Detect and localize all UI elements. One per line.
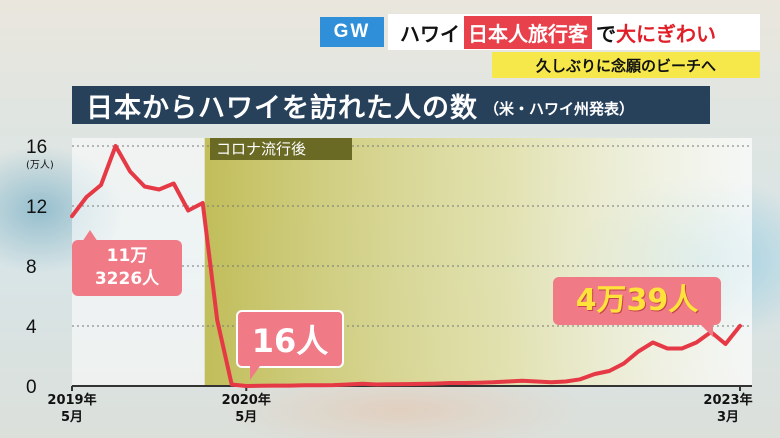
- y-axis-unit: (万人): [26, 159, 54, 171]
- data-point: [491, 380, 495, 384]
- gw-tag: GW: [320, 17, 384, 47]
- data-point: [535, 380, 539, 383]
- x-axis-ticks: 2019年 5月 2020年 5月 2023年 3月: [47, 386, 753, 425]
- callout-latest-value: 4万39人: [553, 277, 721, 337]
- data-point: [215, 318, 219, 322]
- data-point: [636, 350, 640, 353]
- data-point: [433, 382, 437, 386]
- data-point: [331, 383, 335, 387]
- x-tick-month: 3月: [717, 410, 739, 425]
- data-point: [230, 383, 234, 386]
- data-point: [360, 382, 364, 386]
- data-point: [549, 380, 553, 384]
- data-point: [506, 380, 510, 383]
- x-tick-year: 2019年: [47, 392, 96, 408]
- data-point: [520, 379, 524, 383]
- x-tick-year: 2020年: [222, 392, 271, 408]
- callout-first-value: 11万 3226人: [72, 230, 182, 296]
- corona-region-label: コロナ流行後: [210, 138, 352, 160]
- data-point: [607, 369, 611, 373]
- data-point: [346, 383, 350, 386]
- data-point: [477, 381, 481, 385]
- data-point: [128, 170, 132, 173]
- y-tick-label: 12: [26, 197, 47, 218]
- data-point: [651, 341, 655, 344]
- data-point: [448, 381, 452, 385]
- data-point: [389, 382, 393, 386]
- data-point: [186, 209, 190, 212]
- data-point: [723, 342, 727, 346]
- callout-first-line1: 11万: [106, 246, 148, 266]
- headline: ハワイ 日本人旅行客 で 大にぎわい: [388, 14, 760, 50]
- headline-highlight: 日本人旅行客: [464, 15, 592, 49]
- x-tick-month: 5月: [61, 410, 83, 425]
- data-point: [593, 372, 597, 376]
- headline-pre: ハワイ: [400, 21, 460, 46]
- data-point: [143, 185, 147, 188]
- data-point: [288, 384, 292, 388]
- data-point: [302, 383, 306, 387]
- data-point: [578, 377, 582, 381]
- data-point: [244, 384, 248, 388]
- x-tick-month: 5月: [235, 410, 257, 425]
- data-point: [738, 324, 742, 328]
- callout-low-value: 16人: [236, 310, 344, 380]
- data-point: [462, 381, 466, 385]
- data-point: [259, 384, 263, 388]
- data-point: [114, 144, 118, 148]
- data-point: [273, 384, 277, 388]
- headline-mid: で: [596, 21, 616, 46]
- data-point: [201, 201, 205, 205]
- chart-title: 日本からハワイを訪れた人の数 （米・ハワイ州発表）: [72, 86, 710, 124]
- data-point: [70, 214, 74, 218]
- data-point: [404, 382, 408, 386]
- y-tick-label: 0: [26, 377, 37, 398]
- callout-first-line2: 3226人: [94, 269, 160, 289]
- data-point: [99, 183, 103, 187]
- subheadline: 久しぶりに念願のビーチへ: [492, 52, 760, 78]
- data-point: [375, 383, 379, 386]
- y-axis-ticks: 0 4 8 12 16: [26, 137, 47, 398]
- chart-title-source: （米・ハワイ州発表）: [484, 99, 635, 118]
- data-point: [172, 182, 176, 185]
- chart-title-main: 日本からハワイを訪れた人の数: [86, 92, 478, 124]
- y-tick-label: 4: [26, 317, 37, 338]
- data-point: [157, 188, 161, 191]
- x-tick-year: 2023年: [703, 392, 752, 408]
- data-points: [70, 144, 742, 388]
- data-point: [694, 341, 698, 344]
- data-point: [85, 195, 89, 199]
- data-point: [680, 347, 684, 350]
- data-point: [419, 382, 423, 386]
- data-point: [564, 380, 568, 383]
- data-point: [622, 362, 626, 365]
- data-point: [665, 347, 669, 350]
- y-tick-label: 16: [26, 137, 47, 158]
- headline-red: 大にぎわい: [616, 21, 716, 46]
- y-tick-label: 8: [26, 257, 37, 278]
- data-point: [317, 383, 321, 387]
